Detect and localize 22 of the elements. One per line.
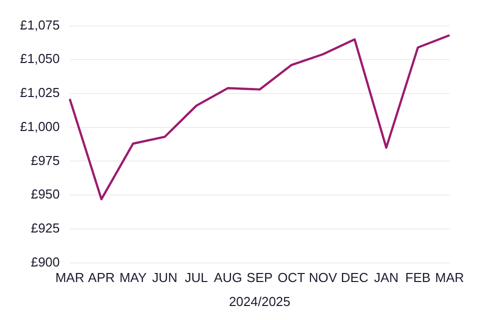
x-tick-label: SEP — [246, 270, 273, 286]
y-tick-label: £900 — [30, 254, 60, 270]
x-tick-label: JUN — [152, 270, 178, 286]
y-tick-label: £925 — [30, 220, 60, 236]
y-tick-label: £950 — [30, 186, 60, 202]
x-tick-label: JAN — [374, 270, 399, 286]
x-tick-label: NOV — [308, 270, 338, 286]
x-tick-label: MAR — [435, 270, 464, 286]
x-tick-label: AUG — [214, 270, 242, 286]
x-tick-label: DEC — [340, 270, 368, 286]
y-tick-label: £1,050 — [20, 51, 60, 66]
x-axis-title: 2024/2025 — [228, 294, 290, 309]
x-tick-label: JUL — [184, 270, 208, 286]
x-tick-label: APR — [88, 270, 115, 286]
y-tick-label: £1,075 — [20, 17, 60, 32]
y-tick-label: £1,000 — [20, 118, 60, 134]
y-tick-label: £1,025 — [20, 85, 60, 100]
y-tick-label: £975 — [30, 152, 60, 168]
x-tick-label: MAR — [55, 270, 84, 286]
x-tick-label: MAY — [119, 270, 147, 286]
x-tick-label: FEB — [405, 270, 431, 286]
x-tick-label: OCT — [278, 270, 306, 286]
